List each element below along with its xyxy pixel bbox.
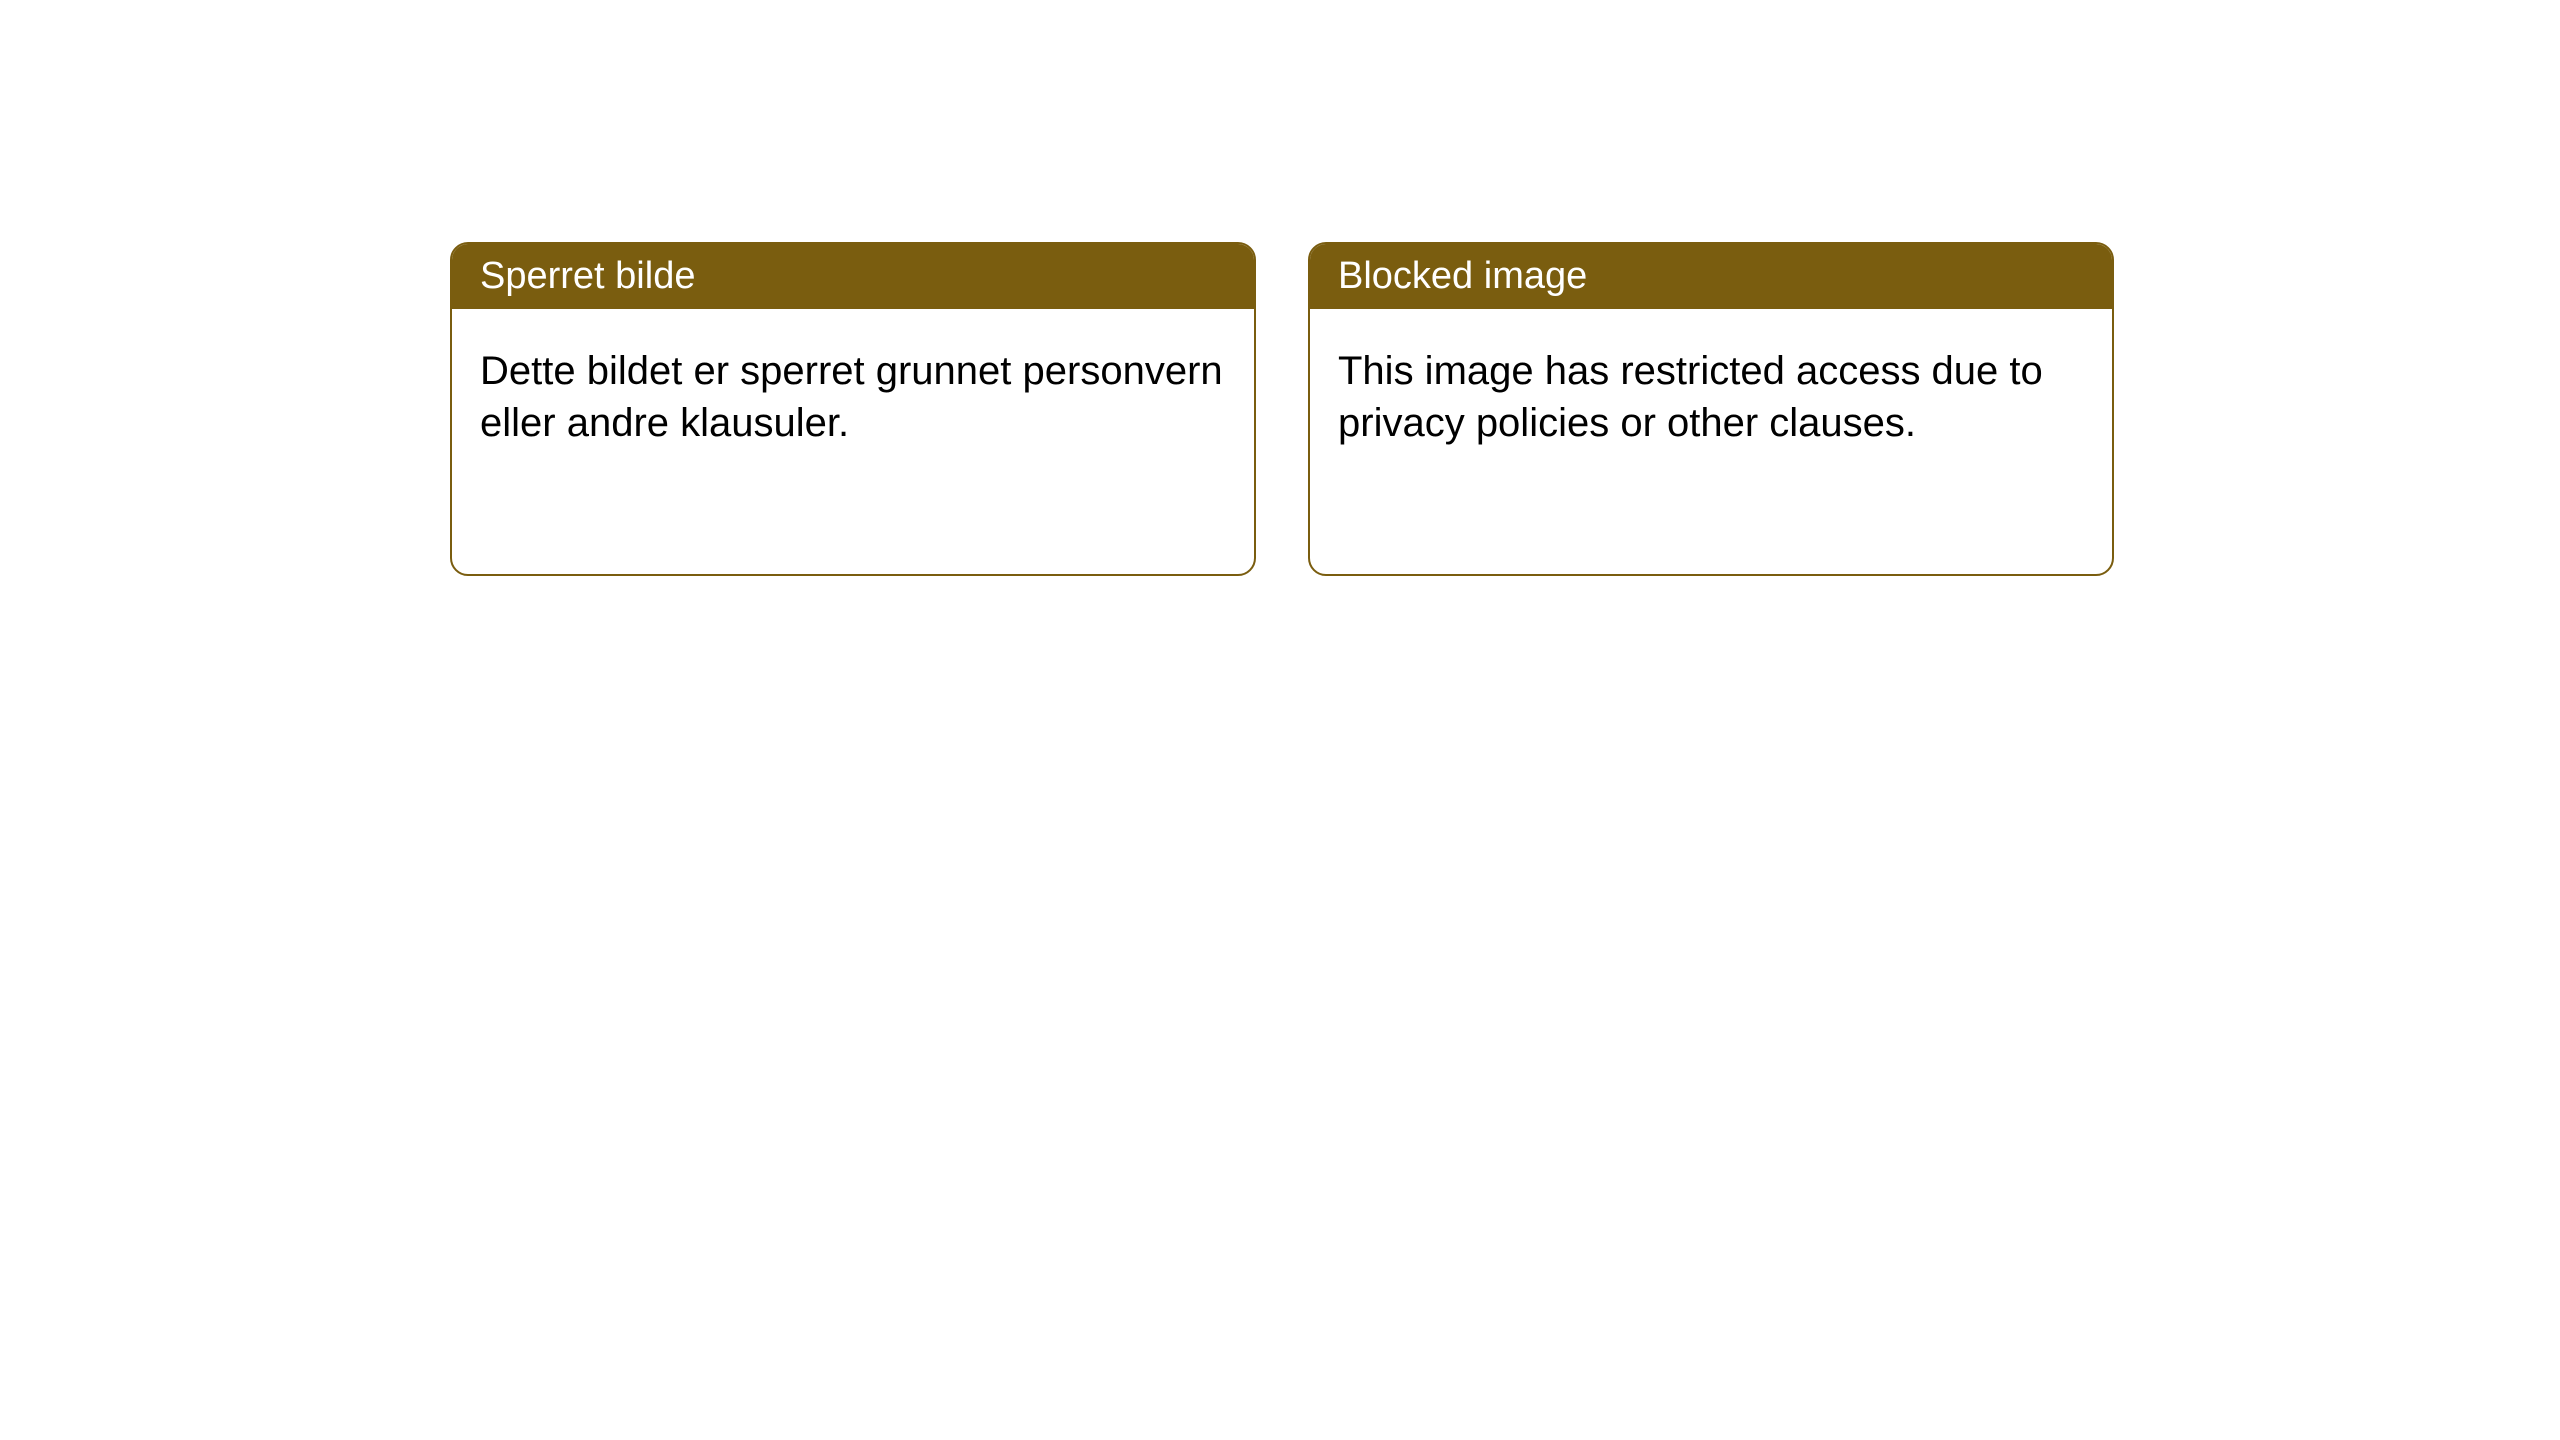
notice-card-norwegian: Sperret bilde Dette bildet er sperret gr… xyxy=(450,242,1256,576)
notice-body-text: Dette bildet er sperret grunnet personve… xyxy=(452,309,1254,485)
notice-container: Sperret bilde Dette bildet er sperret gr… xyxy=(0,0,2560,576)
notice-body-text: This image has restricted access due to … xyxy=(1310,309,2112,485)
notice-header-title: Sperret bilde xyxy=(452,244,1254,309)
notice-header-title: Blocked image xyxy=(1310,244,2112,309)
notice-card-english: Blocked image This image has restricted … xyxy=(1308,242,2114,576)
